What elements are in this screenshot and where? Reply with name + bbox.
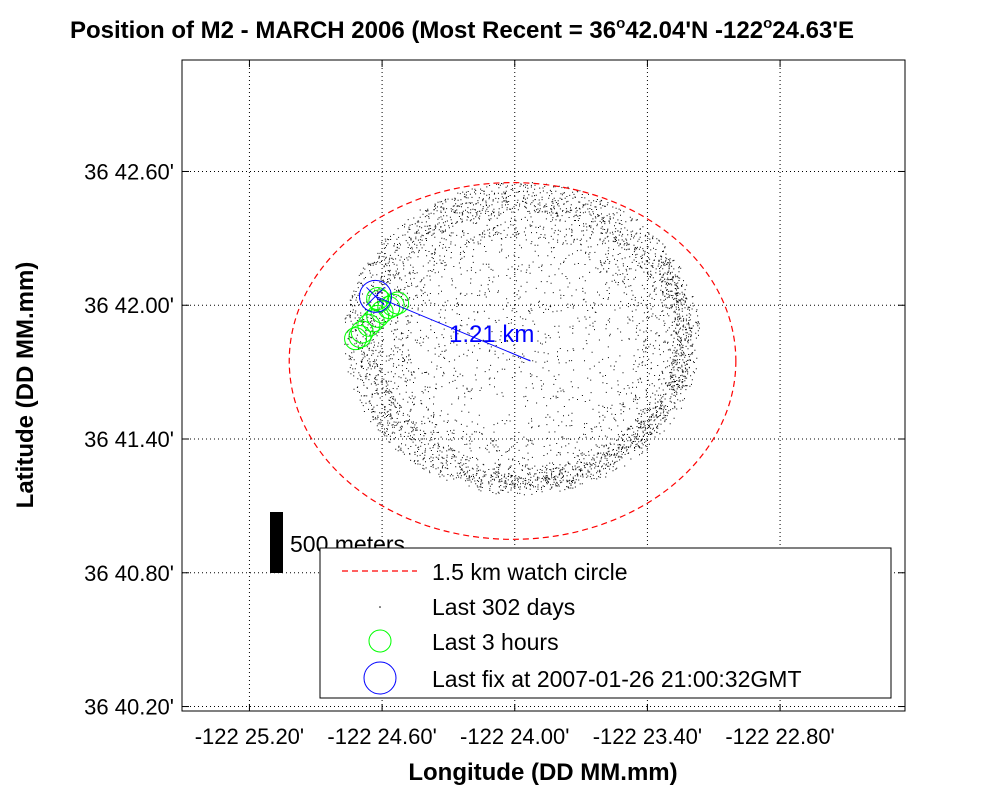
legend-swatch-3-hours	[368, 629, 392, 653]
last-3-hours-point	[381, 293, 405, 317]
legend: 1.5 km watch circle Last 302 days Last 3…	[319, 547, 892, 699]
y-tick-label: 36 41.40'	[84, 427, 174, 452]
x-tick-label: -122 22.80'	[725, 724, 834, 749]
x-tick-label: -122 24.00'	[460, 724, 569, 749]
x-tick-label: -122 23.40'	[593, 724, 702, 749]
last-fix-circle	[358, 279, 392, 313]
last-3-hours-point	[386, 291, 410, 315]
axis-ticks: -122 25.20' -122 24.60' -122 24.00' -122 23…	[84, 60, 905, 749]
legend-swatch-last-fix	[363, 661, 397, 695]
legend-box	[319, 547, 892, 699]
y-tick-label: 36 42.00'	[84, 293, 174, 318]
last-3-hours-points	[344, 287, 410, 351]
cloud-dots	[344, 182, 700, 496]
legend-label-last-fix: Last fix at 2007-01-26 21:00:32GMT	[432, 666, 802, 692]
last-3-hours-point	[366, 287, 390, 311]
y-tick-label: 36 40.80'	[84, 561, 174, 586]
last-302-days-points	[344, 182, 700, 496]
grid	[182, 60, 905, 711]
y-axis-label: Latitude (DD MM.mm)	[12, 262, 39, 509]
legend-label-watch: 1.5 km watch circle	[432, 559, 628, 585]
legend-label-302-days: Last 302 days	[432, 594, 575, 620]
scale-bar	[270, 512, 283, 573]
y-tick-label: 36 42.60'	[84, 159, 174, 184]
x-tick-label: -122 24.60'	[327, 724, 436, 749]
legend-swatch-302-days	[379, 606, 381, 608]
x-tick-label: -122 25.20'	[195, 724, 304, 749]
axes-frame	[181, 59, 906, 712]
y-tick-label: 36 40.20'	[84, 695, 174, 720]
watch-circle	[288, 182, 737, 540]
distance-label: 1.21 km	[449, 321, 534, 348]
chart-title: Position of M2 - MARCH 2006 (Most Recent…	[70, 15, 854, 44]
distance-line	[375, 295, 531, 362]
legend-label-3-hours: Last 3 hours	[432, 629, 559, 655]
last-3-hours-point	[344, 327, 368, 351]
x-axis-label: Longitude (DD MM.mm)	[408, 759, 677, 786]
last-3-hours-point	[357, 313, 381, 337]
